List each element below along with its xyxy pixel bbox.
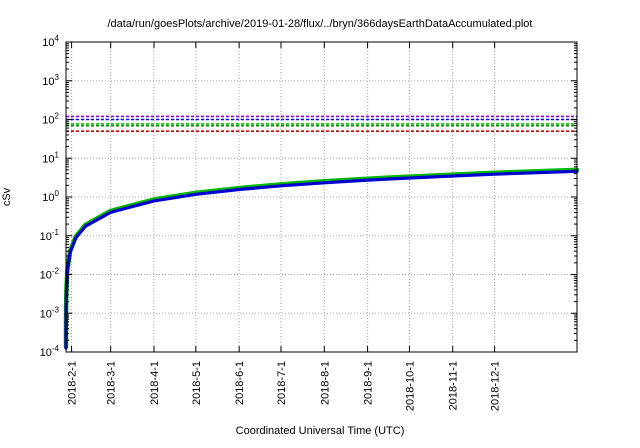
y-tick-label: 10-4 (40, 344, 60, 359)
y-tick-label: 103 (42, 73, 59, 88)
x-tick-label: 2018-12-1 (490, 361, 502, 411)
x-tick-label: 2018-11-1 (448, 361, 460, 410)
x-tick-label: 2018-2-1 (67, 361, 79, 405)
data-series-accumulated-dose-blue (64, 169, 579, 350)
x-tick-label: 2018-10-1 (404, 361, 416, 411)
y-tick-label: 101 (42, 150, 59, 165)
data-series-accumulated-dose-green (63, 167, 580, 349)
y-tick-label: 104 (42, 34, 59, 49)
y-tick-label: 102 (42, 112, 59, 127)
y-tick-label: 10-1 (40, 228, 60, 243)
x-tick-label: 2018-7-1 (276, 361, 288, 405)
y-tick-label: 10-2 (40, 267, 60, 282)
x-tick-label: 2018-8-1 (319, 361, 331, 405)
x-axis-label: Coordinated Universal Time (UTC) (235, 425, 405, 437)
y-tick-label: 10-3 (40, 305, 60, 320)
x-tick-label: 2018-3-1 (106, 361, 118, 405)
x-tick-label: 2018-4-1 (149, 361, 161, 405)
x-tick-label: 2018-5-1 (191, 361, 203, 405)
x-tick-label: 2018-6-1 (234, 361, 246, 405)
y-tick-label: 100 (42, 189, 59, 204)
plot-title: /data/run/goesPlots/archive/2019-01-28/f… (107, 18, 533, 30)
x-tick-label: 2018-9-1 (363, 361, 375, 405)
